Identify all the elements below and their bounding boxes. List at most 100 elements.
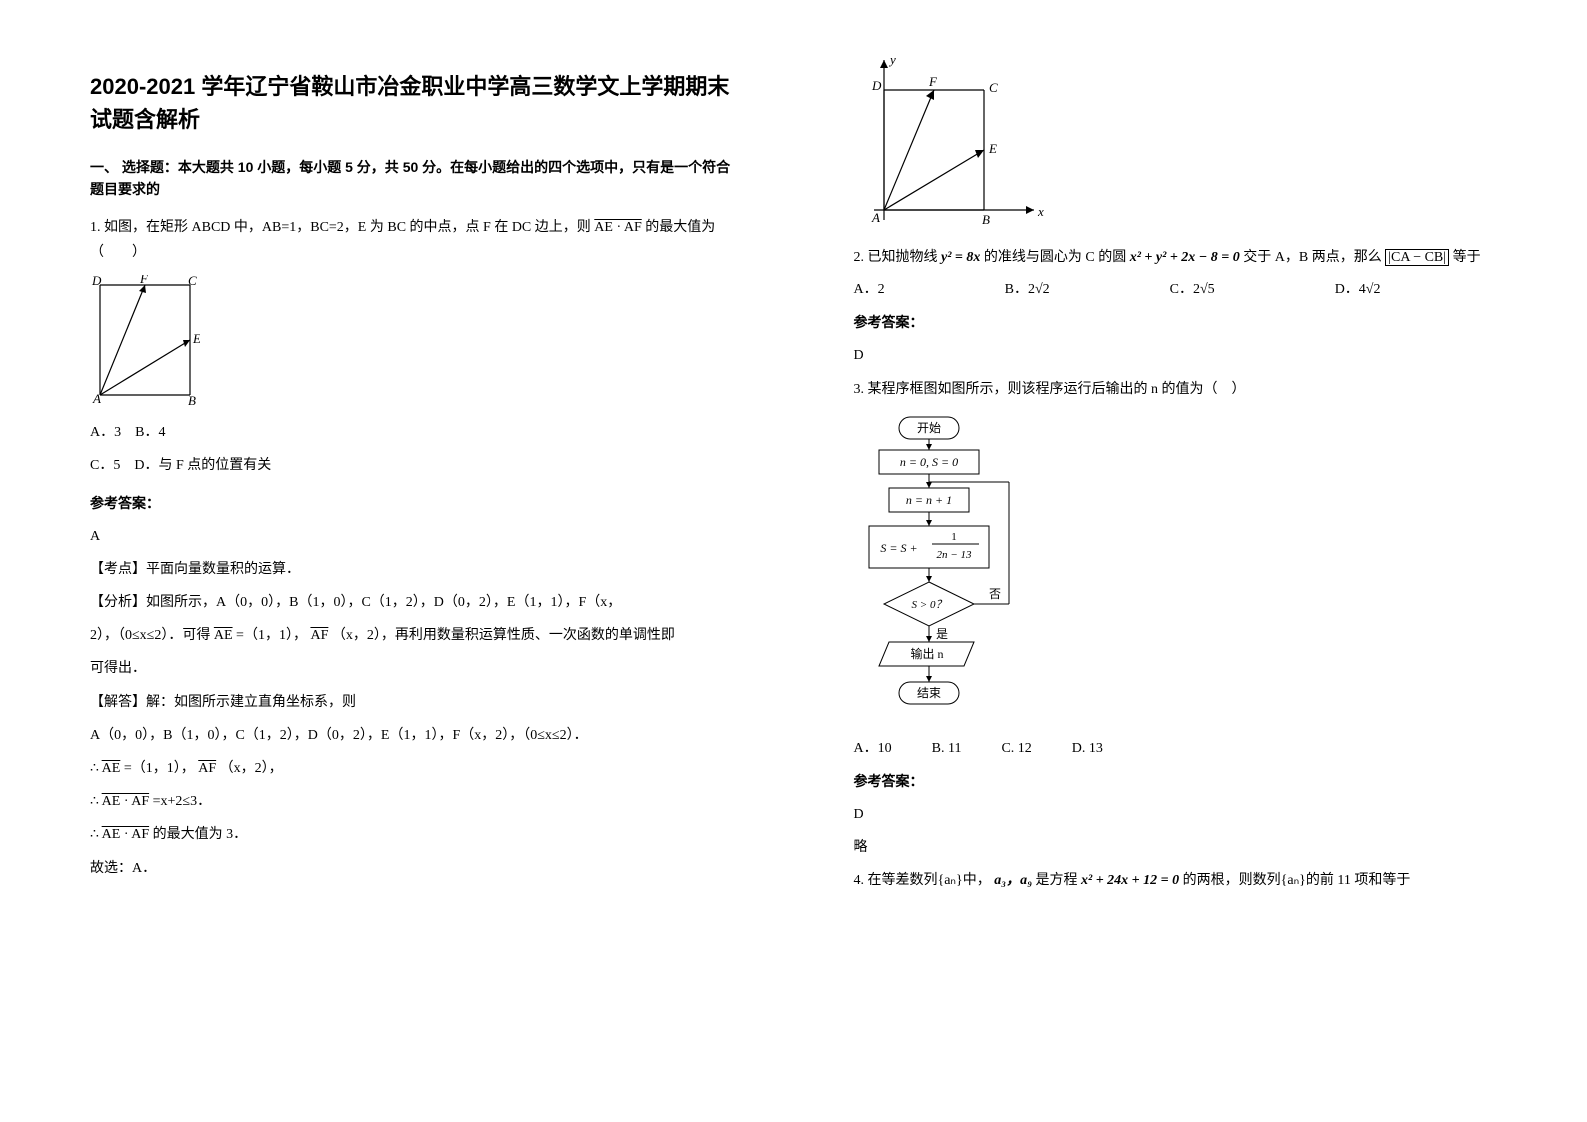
q1-answer-label: 参考答案：: [90, 491, 734, 516]
flow-yes: 是: [936, 627, 948, 641]
q2-stem: 2. 已知抛物线 y² = 8x 的准线与圆心为 C 的圆 x² + y² + …: [854, 245, 1498, 270]
flow-cond: S > 0？: [911, 599, 946, 611]
flow-out: 输出 n: [910, 646, 943, 661]
q1-jd-l3-d: AF: [198, 761, 216, 776]
q1-fx-l2-d: AF: [310, 628, 328, 643]
flow-step2-num: 1: [951, 531, 957, 543]
q1-jd-line4: ∴ AE · AF =x+2≤3．: [90, 789, 734, 814]
q3-answer-label: 参考答案：: [854, 769, 1498, 794]
q1-fx-l2-c: =（1，1），: [236, 628, 307, 643]
q1-jd-l5-c: 的最大值为 3．: [153, 827, 248, 842]
q1-jd-l3-e: （x，2），: [220, 761, 283, 776]
q1-jd-l4-c: =x+2≤3．: [153, 794, 211, 809]
q4-s-b: a₃，a₉: [994, 873, 1032, 888]
q2-s-d: x² + y² + 2x − 8 = 0: [1130, 250, 1240, 265]
q1-stem-vec: AE · AF: [594, 220, 641, 235]
q1-solution-diagram: A B C D E F x y: [854, 50, 1498, 235]
q2-s-f: |CA − CB|: [1388, 250, 1446, 265]
q1-fx-line2: 2），（0≤x≤2）．可得 AE =（1，1）， AF （x，2），再利用数量积…: [90, 623, 734, 648]
page-container: 2020-2021 学年辽宁省鞍山市冶金职业中学高三数学文上学期期末试题含解析 …: [0, 0, 1587, 1122]
svg-text:B: B: [982, 212, 990, 227]
q3-skip: 略: [854, 835, 1498, 860]
q1-opt-c: C．5: [90, 458, 120, 473]
q3-opt-c: C. 12: [1001, 741, 1031, 757]
flow-step2-den: 2n − 13: [936, 549, 971, 561]
q1-stem: 1. 如图，在矩形 ABCD 中，AB=1，BC=2，E 为 BC 的中点，点 …: [90, 215, 734, 265]
q1-options-row2: C．5 D．与 F 点的位置有关: [90, 453, 734, 478]
left-column: 2020-2021 学年辽宁省鞍山市冶金职业中学高三数学文上学期期末试题含解析 …: [0, 0, 794, 1122]
q4-stem: 4. 在等差数列{aₙ}中， a₃，a₉ 是方程 x² + 24x + 12 =…: [854, 868, 1498, 893]
q1-jd-line2: A（0，0），B（1，0），C（1，2），D（0，2），E（1，1），F（x，2…: [90, 723, 734, 748]
svg-text:x: x: [1037, 204, 1044, 219]
svg-text:y: y: [888, 52, 896, 67]
q4-s-d: x² + 24x + 12 = 0: [1081, 873, 1179, 888]
q2-opt-a: A．2: [854, 278, 885, 298]
q1-label-f: F: [139, 275, 149, 286]
svg-text:A: A: [871, 210, 880, 225]
q2-answer-label: 参考答案：: [854, 310, 1498, 335]
q1-jd-line5: ∴ AE · AF 的最大值为 3．: [90, 822, 734, 847]
q2-s-e: 交于 A，B 两点，那么: [1243, 250, 1385, 265]
q1-opt-a: A．3: [90, 425, 121, 440]
q4-s-a: 4. 在等差数列{aₙ}中，: [854, 873, 991, 888]
q1-jd-line6: 故选：A．: [90, 856, 734, 881]
right-column: A B C D E F x y 2. 已知抛物线 y² = 8x 的准线与圆心为…: [794, 0, 1587, 1122]
flow-start: 开始: [916, 421, 940, 435]
svg-text:C: C: [989, 80, 998, 95]
q2-answer: D: [854, 343, 1498, 368]
q3-options: A．10 B. 11 C. 12 D. 13: [854, 737, 1498, 757]
q1-jd-l4-a: ∴: [90, 794, 99, 809]
q1-fx-l2-e: （x，2），再利用数量积运算性质、一次函数的单调性即: [332, 628, 675, 643]
q1-jd-l3-c: =（1，1），: [124, 761, 195, 776]
q1-fx-l2-a: 2），（0≤x≤2）．可得: [90, 628, 210, 643]
q1-label-d: D: [91, 275, 102, 288]
q2-s-c: 的准线与圆心为 C 的圆: [984, 250, 1130, 265]
q3-opt-a: A．10: [854, 737, 892, 757]
svg-text:F: F: [928, 74, 938, 89]
q3-opt-b: B. 11: [932, 741, 962, 757]
q1-jd-l5-a: ∴: [90, 827, 99, 842]
q1-fx-line3: 可得出．: [90, 656, 734, 681]
q3-answer: D: [854, 802, 1498, 827]
q2-s-g: 等于: [1453, 250, 1481, 265]
q2-opt-c: C．2√5: [1170, 278, 1215, 298]
svg-text:E: E: [988, 141, 997, 156]
q2-options: A．2 B．2√2 C．2√5 D．4√2: [854, 278, 1498, 298]
q4-s-c: 是方程: [1036, 873, 1082, 888]
flow-no: 否: [989, 587, 1001, 601]
q1-jd-l4-b: AE · AF: [102, 794, 149, 809]
q3-opt-d: D. 13: [1072, 741, 1103, 757]
q1-fx-l2-b: AE: [214, 628, 233, 643]
q1-diagram: A B C D E F: [90, 275, 734, 410]
q2-s-a: 2. 已知抛物线: [854, 250, 942, 265]
flow-step1: n = n + 1: [905, 493, 951, 507]
q1-answer: A: [90, 524, 734, 549]
svg-text:D: D: [871, 78, 882, 93]
q1-opt-d: D．与 F 点的位置有关: [134, 458, 271, 473]
q3-flowchart: 开始 n = 0, S = 0 n = n + 1 S = S + 1 2n −…: [854, 412, 1498, 727]
q1-label-c: C: [188, 275, 197, 288]
svg-text:S = S +: S = S +: [880, 541, 917, 555]
q1-label-e: E: [192, 331, 200, 346]
q1-stem-prefix: 1. 如图，在矩形 ABCD 中，AB=1，BC=2，E 为 BC 的中点，点 …: [90, 220, 594, 235]
q2-s-b: y² = 8x: [941, 250, 980, 265]
q1-jd-line3: ∴ AE =（1，1）， AF （x，2），: [90, 756, 734, 781]
flow-init: n = 0, S = 0: [899, 455, 957, 469]
q4-s-e: 的两根，则数列{aₙ}的前 11 项和等于: [1183, 873, 1411, 888]
flow-end: 结束: [916, 686, 940, 700]
q1-jd-line1: 【解答】解：如图所示建立直角坐标系，则: [90, 690, 734, 715]
q1-opt-b: B．4: [135, 425, 165, 440]
q1-kd: 【考点】平面向量数量积的运算．: [90, 557, 734, 582]
document-title: 2020-2021 学年辽宁省鞍山市冶金职业中学高三数学文上学期期末试题含解析: [90, 70, 734, 136]
q1-label-b: B: [188, 393, 196, 405]
q1-jd-l5-b: AE · AF: [102, 827, 149, 842]
q2-opt-d: D．4√2: [1335, 278, 1381, 298]
q2-opt-b: B．2√2: [1005, 278, 1050, 298]
q1-jd-l3-b: AE: [102, 761, 121, 776]
q1-jd-l3-a: ∴: [90, 761, 99, 776]
q1-fx-line1: 【分析】如图所示，A（0，0），B（1，0），C（1，2），D（0，2），E（1…: [90, 590, 734, 615]
section-one-header: 一、 选择题：本大题共 10 小题，每小题 5 分，共 50 分。在每小题给出的…: [90, 156, 734, 201]
q1-label-a: A: [92, 391, 101, 405]
q3-stem: 3. 某程序框图如图所示，则该程序运行后输出的 n 的值为（ ）: [854, 377, 1498, 402]
q1-options-row1: A．3 B．4: [90, 420, 734, 445]
